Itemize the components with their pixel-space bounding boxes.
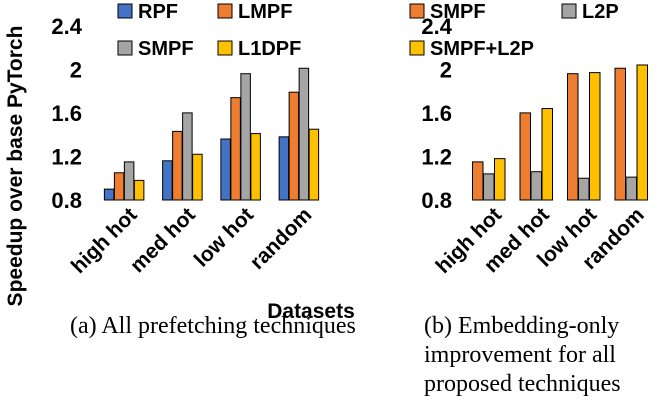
bar-l1dpf-random bbox=[308, 128, 320, 201]
bar-smpf-l2p-low-hot bbox=[589, 72, 601, 201]
bar-l2p-low-hot bbox=[578, 177, 590, 201]
bar-rpf-med-hot bbox=[162, 160, 173, 201]
bar-smpf-med-hot bbox=[182, 112, 193, 201]
x-axis-title: Datasets bbox=[267, 300, 355, 323]
y-tick-label: 0.8 bbox=[51, 188, 82, 213]
legend-label-lmpf: LMPF bbox=[238, 1, 292, 23]
bar-smpf-low-hot bbox=[567, 73, 579, 201]
y-tick-label: 1.6 bbox=[51, 101, 82, 126]
y-tick-label: 2.4 bbox=[421, 14, 452, 39]
legend-label-smpf: SMPF bbox=[430, 1, 486, 23]
bar-smpf-l2p-random bbox=[636, 64, 648, 201]
y-tick-label: 2 bbox=[440, 57, 452, 82]
legend-label-smpf: SMPF bbox=[138, 38, 194, 60]
bar-l1dpf-high-hot bbox=[133, 179, 145, 201]
bar-smpf-l2p-med-hot bbox=[541, 108, 553, 201]
legend-swatch-rpf bbox=[117, 3, 133, 19]
bar-smpf-med-hot bbox=[519, 112, 531, 201]
y-tick-label: 1.2 bbox=[51, 144, 82, 169]
bar-l2p-med-hot bbox=[530, 171, 542, 201]
bar-l2p-random bbox=[625, 176, 637, 201]
bar-lmpf-random bbox=[288, 91, 300, 201]
y-tick-label: 0.8 bbox=[421, 188, 452, 213]
legend-swatch-smpf-l2p bbox=[409, 40, 425, 56]
bar-l1dpf-med-hot bbox=[192, 153, 203, 201]
legend-label-smpf-l2p: SMPF+L2P bbox=[430, 38, 534, 60]
y-tick-label: 2.4 bbox=[51, 14, 82, 39]
bar-lmpf-med-hot bbox=[172, 130, 183, 201]
caption-b: (b) Embedding-only improvement for all p… bbox=[424, 313, 621, 397]
legend-swatch-lmpf bbox=[217, 3, 233, 19]
bar-l1dpf-low-hot bbox=[250, 133, 261, 201]
legend-swatch-l2p bbox=[561, 3, 577, 19]
bar-l2p-high-hot bbox=[483, 173, 495, 201]
bar-lmpf-low-hot bbox=[230, 97, 241, 201]
y-axis-title: Speedup over base PyTorch bbox=[4, 26, 27, 307]
legend-swatch-smpf bbox=[409, 3, 425, 19]
y-tick-label: 1.2 bbox=[421, 144, 452, 169]
bar-lmpf-high-hot bbox=[113, 172, 125, 201]
bar-rpf-high-hot bbox=[103, 188, 115, 201]
x-tick-label: med hot bbox=[126, 203, 200, 277]
bar-smpf-random bbox=[298, 67, 310, 201]
y-tick-label: 2 bbox=[70, 57, 82, 82]
bar-smpf-random bbox=[614, 67, 626, 201]
legend-swatch-smpf bbox=[117, 40, 133, 56]
legend-label-l2p: L2P bbox=[582, 1, 619, 23]
caption-a: (a) All prefetching techniques bbox=[70, 313, 356, 339]
bar-smpf-low-hot bbox=[240, 73, 251, 201]
x-tick-label: random bbox=[246, 203, 317, 274]
legend-swatch-l1dpf bbox=[217, 40, 233, 56]
y-tick-label: 1.6 bbox=[421, 101, 452, 126]
legend-label-rpf: RPF bbox=[138, 1, 178, 23]
bar-rpf-low-hot bbox=[220, 138, 231, 201]
legend-label-l1dpf: L1DPF bbox=[238, 38, 301, 60]
bar-rpf-random bbox=[278, 136, 290, 201]
bar-smpf-l2p-high-hot bbox=[494, 158, 506, 201]
bar-smpf-high-hot bbox=[472, 161, 484, 201]
bar-smpf-high-hot bbox=[123, 161, 135, 201]
